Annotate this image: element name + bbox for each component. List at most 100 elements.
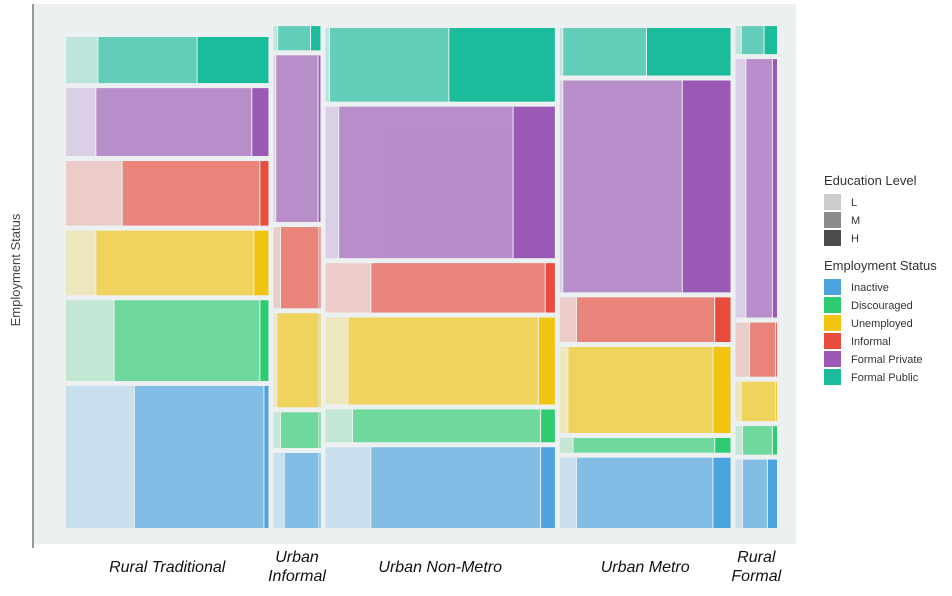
tile-rural-formal-unemployed-l bbox=[735, 381, 741, 422]
legend-label-formal-private: Formal Private bbox=[851, 354, 923, 366]
tile-urban-informal-formal-private-m bbox=[276, 55, 318, 223]
tile-rural-formal-formal-private-h bbox=[772, 59, 777, 318]
tile-urban-informal-formal-private-h bbox=[318, 55, 321, 223]
tile-rural-traditional-discouraged-l bbox=[66, 300, 114, 381]
y-axis-title: Employment Status bbox=[8, 213, 23, 326]
tile-rural-traditional-formal-public-h bbox=[197, 37, 269, 84]
legend-swatch-unemployed bbox=[824, 315, 841, 331]
tile-urban-non-metro-inactive-h bbox=[541, 447, 555, 528]
tile-urban-metro-formal-public-m bbox=[563, 28, 646, 76]
tile-urban-informal-informal-l bbox=[273, 227, 280, 309]
tile-urban-metro-formal-private-m bbox=[563, 80, 682, 293]
tile-urban-non-metro-informal-l bbox=[325, 263, 371, 313]
tile-rural-formal-informal-h bbox=[776, 322, 777, 377]
tile-rural-formal-formal-public-l bbox=[735, 26, 741, 55]
tile-urban-non-metro-inactive-l bbox=[325, 447, 371, 528]
legend-swatch-edu-l bbox=[824, 194, 841, 210]
tile-rural-formal-discouraged-m bbox=[743, 426, 772, 455]
tile-urban-non-metro-discouraged-l bbox=[325, 409, 352, 443]
tile-urban-non-metro-unemployed-m bbox=[348, 317, 538, 405]
tile-urban-informal-inactive-h bbox=[319, 452, 321, 528]
tile-rural-formal-formal-public-m bbox=[741, 26, 764, 55]
tile-urban-metro-discouraged-h bbox=[715, 437, 731, 453]
tile-urban-non-metro-formal-private-m bbox=[339, 106, 513, 259]
tile-urban-metro-informal-h bbox=[715, 297, 731, 342]
legend-swatch-inactive bbox=[824, 279, 841, 295]
legend-education-items: LMH bbox=[824, 194, 860, 246]
tile-rural-traditional-formal-public-l bbox=[66, 37, 98, 84]
legend-title-education: Education Level bbox=[824, 173, 917, 188]
legend-label-formal-public: Formal Public bbox=[851, 372, 919, 384]
tile-urban-metro-formal-public-l bbox=[559, 28, 563, 76]
tile-rural-traditional-discouraged-h bbox=[260, 300, 269, 381]
tile-urban-informal-discouraged-l bbox=[273, 412, 280, 448]
tile-urban-informal-unemployed-m bbox=[277, 313, 319, 408]
tile-rural-formal-discouraged-l bbox=[735, 426, 742, 455]
tile-urban-non-metro-unemployed-h bbox=[538, 317, 555, 405]
tile-rural-traditional-inactive-h bbox=[264, 385, 269, 529]
legend-label-discouraged: Discouraged bbox=[851, 300, 913, 312]
tile-urban-informal-formal-public-h bbox=[311, 26, 321, 51]
tile-rural-traditional-unemployed-l bbox=[66, 230, 96, 296]
tile-urban-non-metro-discouraged-h bbox=[541, 409, 555, 443]
legend-status-items: Inactive Discouraged Unemployed Informal For… bbox=[824, 279, 923, 385]
legend-title-status: Employment Status bbox=[824, 258, 937, 273]
tile-urban-metro-formal-private-l bbox=[559, 80, 563, 293]
x-label-rural-traditional: Rural Traditional bbox=[109, 559, 226, 576]
tile-urban-informal-formal-public-m bbox=[278, 26, 311, 51]
x-label-urban-non-metro: Urban Non-Metro bbox=[378, 559, 502, 576]
tile-urban-informal-formal-public-l bbox=[273, 26, 278, 51]
tile-rural-traditional-unemployed-h bbox=[254, 230, 269, 296]
tile-urban-metro-formal-private-h bbox=[682, 80, 731, 293]
tile-urban-metro-discouraged-l bbox=[559, 437, 573, 453]
legend-swatch-informal bbox=[824, 333, 841, 349]
tile-urban-informal-discouraged-m bbox=[280, 412, 319, 448]
tile-urban-informal-inactive-l bbox=[273, 452, 284, 528]
tile-rural-formal-formal-private-m bbox=[746, 59, 772, 318]
tile-urban-metro-inactive-l bbox=[559, 457, 576, 528]
legend: Education Level LMH Employment Status In… bbox=[824, 173, 937, 385]
tile-urban-metro-informal-m bbox=[576, 297, 715, 342]
tile-urban-informal-formal-private-l bbox=[273, 55, 276, 223]
tile-rural-traditional-unemployed-m bbox=[96, 230, 254, 296]
tile-urban-non-metro-discouraged-m bbox=[352, 409, 541, 443]
tile-rural-traditional-formal-private-m bbox=[96, 88, 252, 157]
tile-urban-non-metro-formal-public-l bbox=[325, 28, 330, 102]
tiles-layer bbox=[66, 26, 777, 529]
tile-urban-metro-unemployed-m bbox=[568, 347, 713, 433]
tile-urban-metro-unemployed-h bbox=[713, 347, 731, 433]
tile-rural-formal-discouraged-h bbox=[772, 426, 777, 455]
tile-rural-formal-inactive-h bbox=[767, 459, 777, 528]
tile-urban-non-metro-formal-private-l bbox=[325, 106, 339, 259]
tile-urban-metro-inactive-m bbox=[576, 457, 713, 528]
tile-rural-formal-formal-public-h bbox=[764, 26, 777, 55]
tile-urban-informal-informal-h bbox=[319, 227, 321, 309]
tile-rural-traditional-formal-private-h bbox=[252, 88, 269, 157]
legend-label-informal: Informal bbox=[851, 336, 891, 348]
x-label-urban-metro: Urban Metro bbox=[601, 559, 690, 576]
tile-rural-formal-informal-m bbox=[750, 322, 776, 377]
x-label-rural-formal-line2: Formal bbox=[731, 568, 781, 585]
x-category-labels: Rural Traditional Urban Informal Urban Non-… bbox=[109, 549, 782, 585]
legend-label-unemployed: Unemployed bbox=[851, 318, 913, 330]
tile-urban-metro-informal-l bbox=[559, 297, 576, 342]
tile-urban-informal-unemployed-h bbox=[319, 313, 321, 408]
tile-rural-formal-informal-l bbox=[735, 322, 750, 377]
tile-urban-non-metro-informal-m bbox=[371, 263, 545, 313]
tile-rural-traditional-informal-m bbox=[122, 161, 260, 226]
tile-rural-traditional-formal-public-m bbox=[98, 37, 197, 84]
tile-urban-non-metro-inactive-m bbox=[371, 447, 541, 528]
tile-urban-non-metro-formal-private-h bbox=[513, 106, 555, 259]
legend-swatch-discouraged bbox=[824, 297, 841, 313]
legend-swatch-edu-h bbox=[824, 230, 841, 246]
legend-label-inactive: Inactive bbox=[851, 282, 889, 294]
tile-urban-non-metro-formal-public-h bbox=[449, 28, 555, 102]
tile-rural-formal-formal-private-l bbox=[735, 59, 746, 318]
legend-swatch-formal-private bbox=[824, 351, 841, 367]
x-label-urban-informal-line2: Informal bbox=[268, 568, 326, 585]
legend-swatch-edu-m bbox=[824, 212, 841, 228]
tile-rural-traditional-formal-private-l bbox=[66, 88, 96, 157]
tile-rural-traditional-inactive-m bbox=[134, 385, 264, 529]
tile-urban-informal-informal-m bbox=[280, 227, 319, 309]
